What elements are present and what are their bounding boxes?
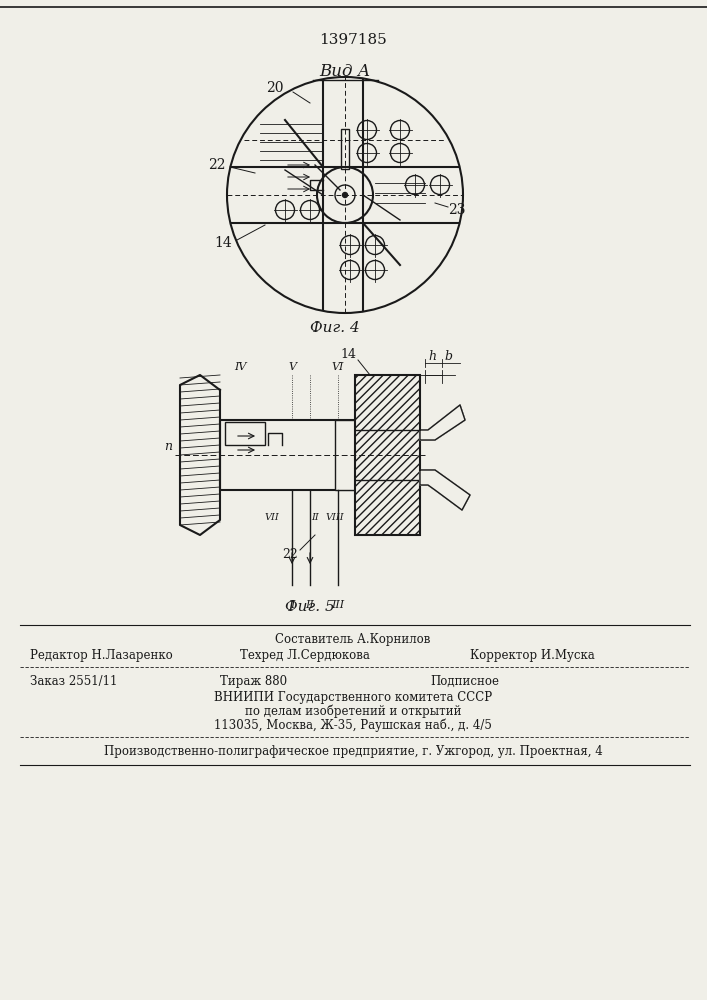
Text: n: n (164, 440, 172, 454)
Circle shape (366, 235, 385, 254)
Text: I: I (290, 600, 294, 610)
Text: III: III (332, 600, 344, 610)
Text: Техред Л.Сердюкова: Техред Л.Сердюкова (240, 648, 370, 662)
Circle shape (317, 167, 373, 223)
Circle shape (390, 143, 409, 162)
Text: 14: 14 (340, 349, 356, 361)
Circle shape (390, 120, 409, 139)
Circle shape (276, 200, 295, 220)
Polygon shape (420, 470, 470, 510)
Text: Фиг. 5: Фиг. 5 (285, 600, 335, 614)
Circle shape (366, 260, 385, 279)
Text: по делам изобретений и открытий: по делам изобретений и открытий (245, 704, 461, 718)
Circle shape (227, 77, 463, 313)
Text: 1397185: 1397185 (319, 33, 387, 47)
Text: ВНИИПИ Государственного комитета СССР: ВНИИПИ Государственного комитета СССР (214, 690, 492, 704)
Bar (225, 422, 265, 445)
Circle shape (335, 185, 355, 205)
Circle shape (406, 176, 424, 194)
Text: Редактор Н.Лазаренко: Редактор Н.Лазаренко (30, 648, 173, 662)
Text: 113035, Москва, Ж-35, Раушская наб., д. 4/5: 113035, Москва, Ж-35, Раушская наб., д. … (214, 718, 492, 732)
Text: Производственно-полиграфическое предприятие, г. Ужгород, ул. Проектная, 4: Производственно-полиграфическое предприя… (104, 746, 602, 758)
Text: Вид А: Вид А (320, 64, 370, 81)
Circle shape (341, 260, 359, 279)
Circle shape (300, 200, 320, 220)
Bar (220, 420, 355, 490)
Text: II: II (311, 512, 319, 522)
Circle shape (341, 235, 359, 254)
Text: Корректор И.Муска: Корректор И.Муска (470, 648, 595, 662)
Text: 22: 22 (209, 158, 226, 172)
Text: VII: VII (264, 512, 279, 522)
Text: IV: IV (234, 362, 246, 372)
Text: 22: 22 (282, 548, 298, 562)
Text: Составитель А.Корнилов: Составитель А.Корнилов (275, 634, 431, 647)
Text: Подписное: Подписное (430, 674, 499, 688)
Circle shape (358, 120, 377, 139)
Text: 14: 14 (214, 236, 232, 250)
Circle shape (358, 143, 377, 162)
Text: 23: 23 (448, 203, 466, 217)
Polygon shape (420, 405, 465, 440)
Text: Фиг. 4: Фиг. 4 (310, 321, 360, 335)
Text: b: b (444, 351, 452, 363)
Text: 20: 20 (267, 81, 284, 95)
Bar (355, 375, 420, 535)
Text: h: h (428, 351, 436, 363)
Circle shape (431, 176, 450, 194)
Text: V: V (288, 362, 296, 372)
Text: Заказ 2551/11: Заказ 2551/11 (30, 674, 117, 688)
Text: VIII: VIII (326, 512, 344, 522)
Text: II: II (305, 600, 315, 610)
Text: VI: VI (332, 362, 344, 372)
Text: Тираж 880: Тираж 880 (220, 674, 287, 688)
Bar (335, 420, 355, 490)
Bar (341, 129, 349, 169)
Circle shape (342, 192, 348, 198)
